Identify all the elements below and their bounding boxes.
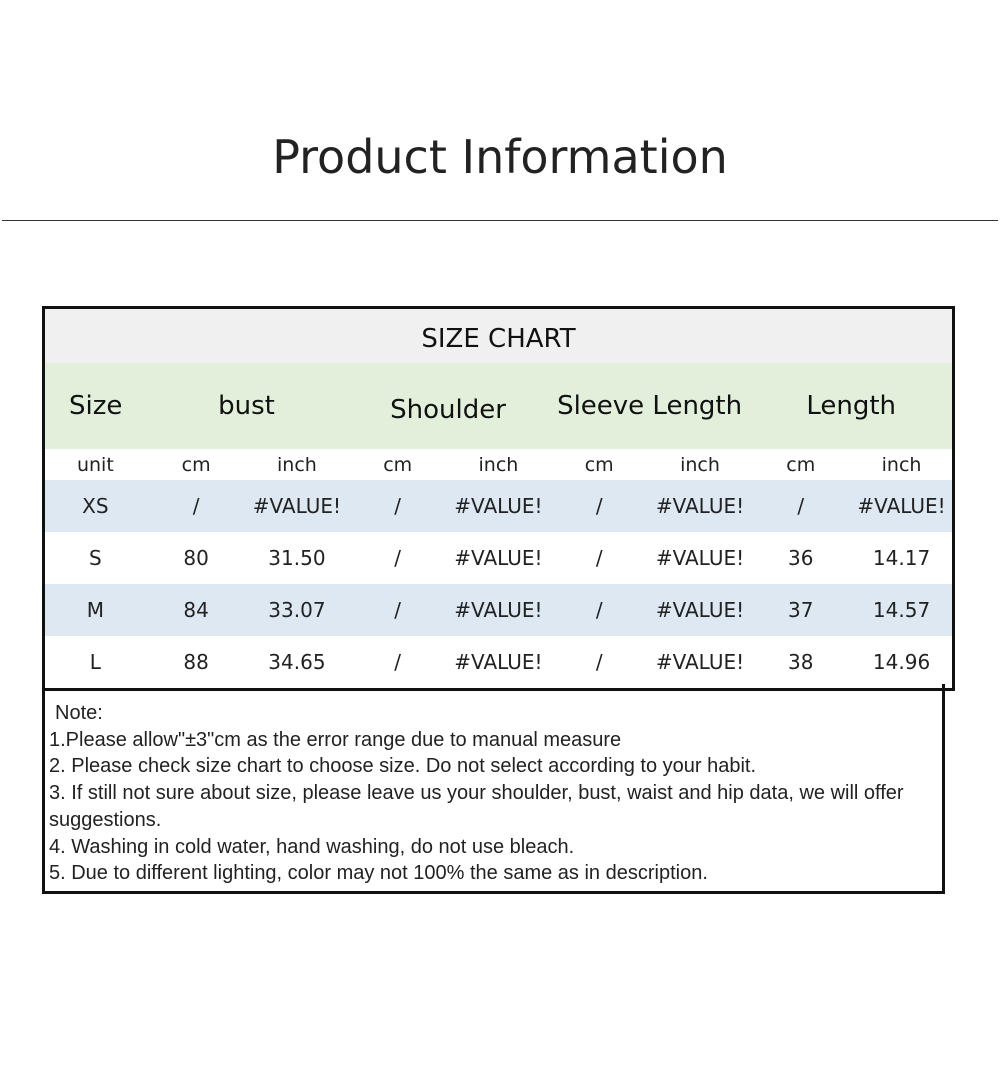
header-size: Size <box>45 363 146 449</box>
unit-row: unit cm inch cm inch cm inch cm inch <box>45 449 952 480</box>
table-cell: 37 <box>750 584 852 636</box>
header-bust: bust <box>145 363 348 449</box>
table-cell: / <box>595 546 603 570</box>
table-row: S 80 31.50 / #VALUE! / #VALUE! 36 14.17 <box>45 532 952 584</box>
unit-cell: inch <box>881 453 922 476</box>
table-row: L 88 34.65 / #VALUE! / #VALUE! 38 14.96 <box>45 636 952 688</box>
size-chart: SIZE CHART Size bust Shoulder Sleeve Len… <box>42 306 955 691</box>
table-cell: 84 <box>145 584 247 636</box>
header-shoulder: Shoulder <box>347 363 549 449</box>
table-cell: 80 <box>183 546 209 570</box>
unit-cell: cm <box>584 453 614 476</box>
header-row: Size bust Shoulder Sleeve Length Length <box>45 363 952 449</box>
size-chart-title: SIZE CHART <box>45 309 952 363</box>
table-cell: #VALUE! <box>448 584 549 636</box>
table-cell: #VALUE! <box>246 480 348 532</box>
note-item: 1.Please allow"±3"cm as the error range … <box>49 728 622 751</box>
header-length: Length <box>750 363 952 449</box>
note-item: 5. Due to different lighting, color may … <box>49 862 708 885</box>
table-cell: 31.50 <box>268 546 326 570</box>
table-cell: 14.17 <box>872 546 931 570</box>
table-cell: / <box>347 584 449 636</box>
table-cell: #VALUE! <box>454 546 543 570</box>
notes-box: Note: 1.Please allow"±3"cm as the error … <box>42 684 945 894</box>
unit-cell: unit <box>76 453 114 476</box>
table-cell: / <box>548 480 650 532</box>
table-cell: 14.57 <box>851 584 952 636</box>
table-cell: #VALUE! <box>655 546 745 570</box>
unit-cell: inch <box>277 453 317 476</box>
size-table: Size bust Shoulder Sleeve Length Length … <box>45 363 952 688</box>
table-cell: / <box>347 480 449 532</box>
page-title: Product Information <box>272 130 728 184</box>
table-cell: M <box>45 584 146 636</box>
table-row: M 84 33.07/#VALUE! / #VALUE! 37 14.57 <box>45 584 952 636</box>
unit-cell: inch <box>478 453 519 476</box>
notes-heading: Note: <box>55 702 103 724</box>
table-cell: 14.96 <box>872 650 931 674</box>
table-cell: / <box>145 480 247 532</box>
table-cell: 34.65 <box>268 650 326 674</box>
table-cell: #VALUE! <box>649 480 751 532</box>
table-cell: #VALUE! <box>649 584 751 636</box>
divider <box>2 220 998 221</box>
table-cell: S <box>89 546 102 570</box>
table-cell: #VALUE! <box>454 650 543 674</box>
table-cell: #VALUE! <box>851 480 952 532</box>
unit-cell: cm <box>181 453 211 476</box>
table-cell: #VALUE! <box>448 480 549 532</box>
table-cell: / <box>394 650 402 674</box>
table-cell: 88 <box>183 650 209 674</box>
note-item: 2. Please check size chart to choose siz… <box>49 755 757 778</box>
table-cell: 38 <box>788 650 814 674</box>
unit-cell: cm <box>383 453 413 476</box>
table-cell: / <box>595 650 603 674</box>
table-row: XS / #VALUE! / #VALUE! / #VALUE! / #VALUE! <box>45 480 952 532</box>
unit-cell: inch <box>680 453 720 476</box>
table-cell: #VALUE! <box>655 650 745 674</box>
note-item: 3. If still not sure about size, please … <box>49 782 904 831</box>
unit-cell: cm <box>786 453 816 476</box>
table-cell: / <box>548 584 650 636</box>
table-cell: 36 <box>788 546 814 570</box>
table-cell: / <box>750 480 852 532</box>
table-cell: L <box>89 650 101 674</box>
header-sleeve-length: Sleeve Length <box>548 363 751 449</box>
table-cell: XS <box>45 480 146 532</box>
table-cell: 33.07 <box>246 584 348 636</box>
note-item: 4. Washing in cold water, hand washing, … <box>49 835 575 858</box>
table-cell: / <box>394 546 402 570</box>
